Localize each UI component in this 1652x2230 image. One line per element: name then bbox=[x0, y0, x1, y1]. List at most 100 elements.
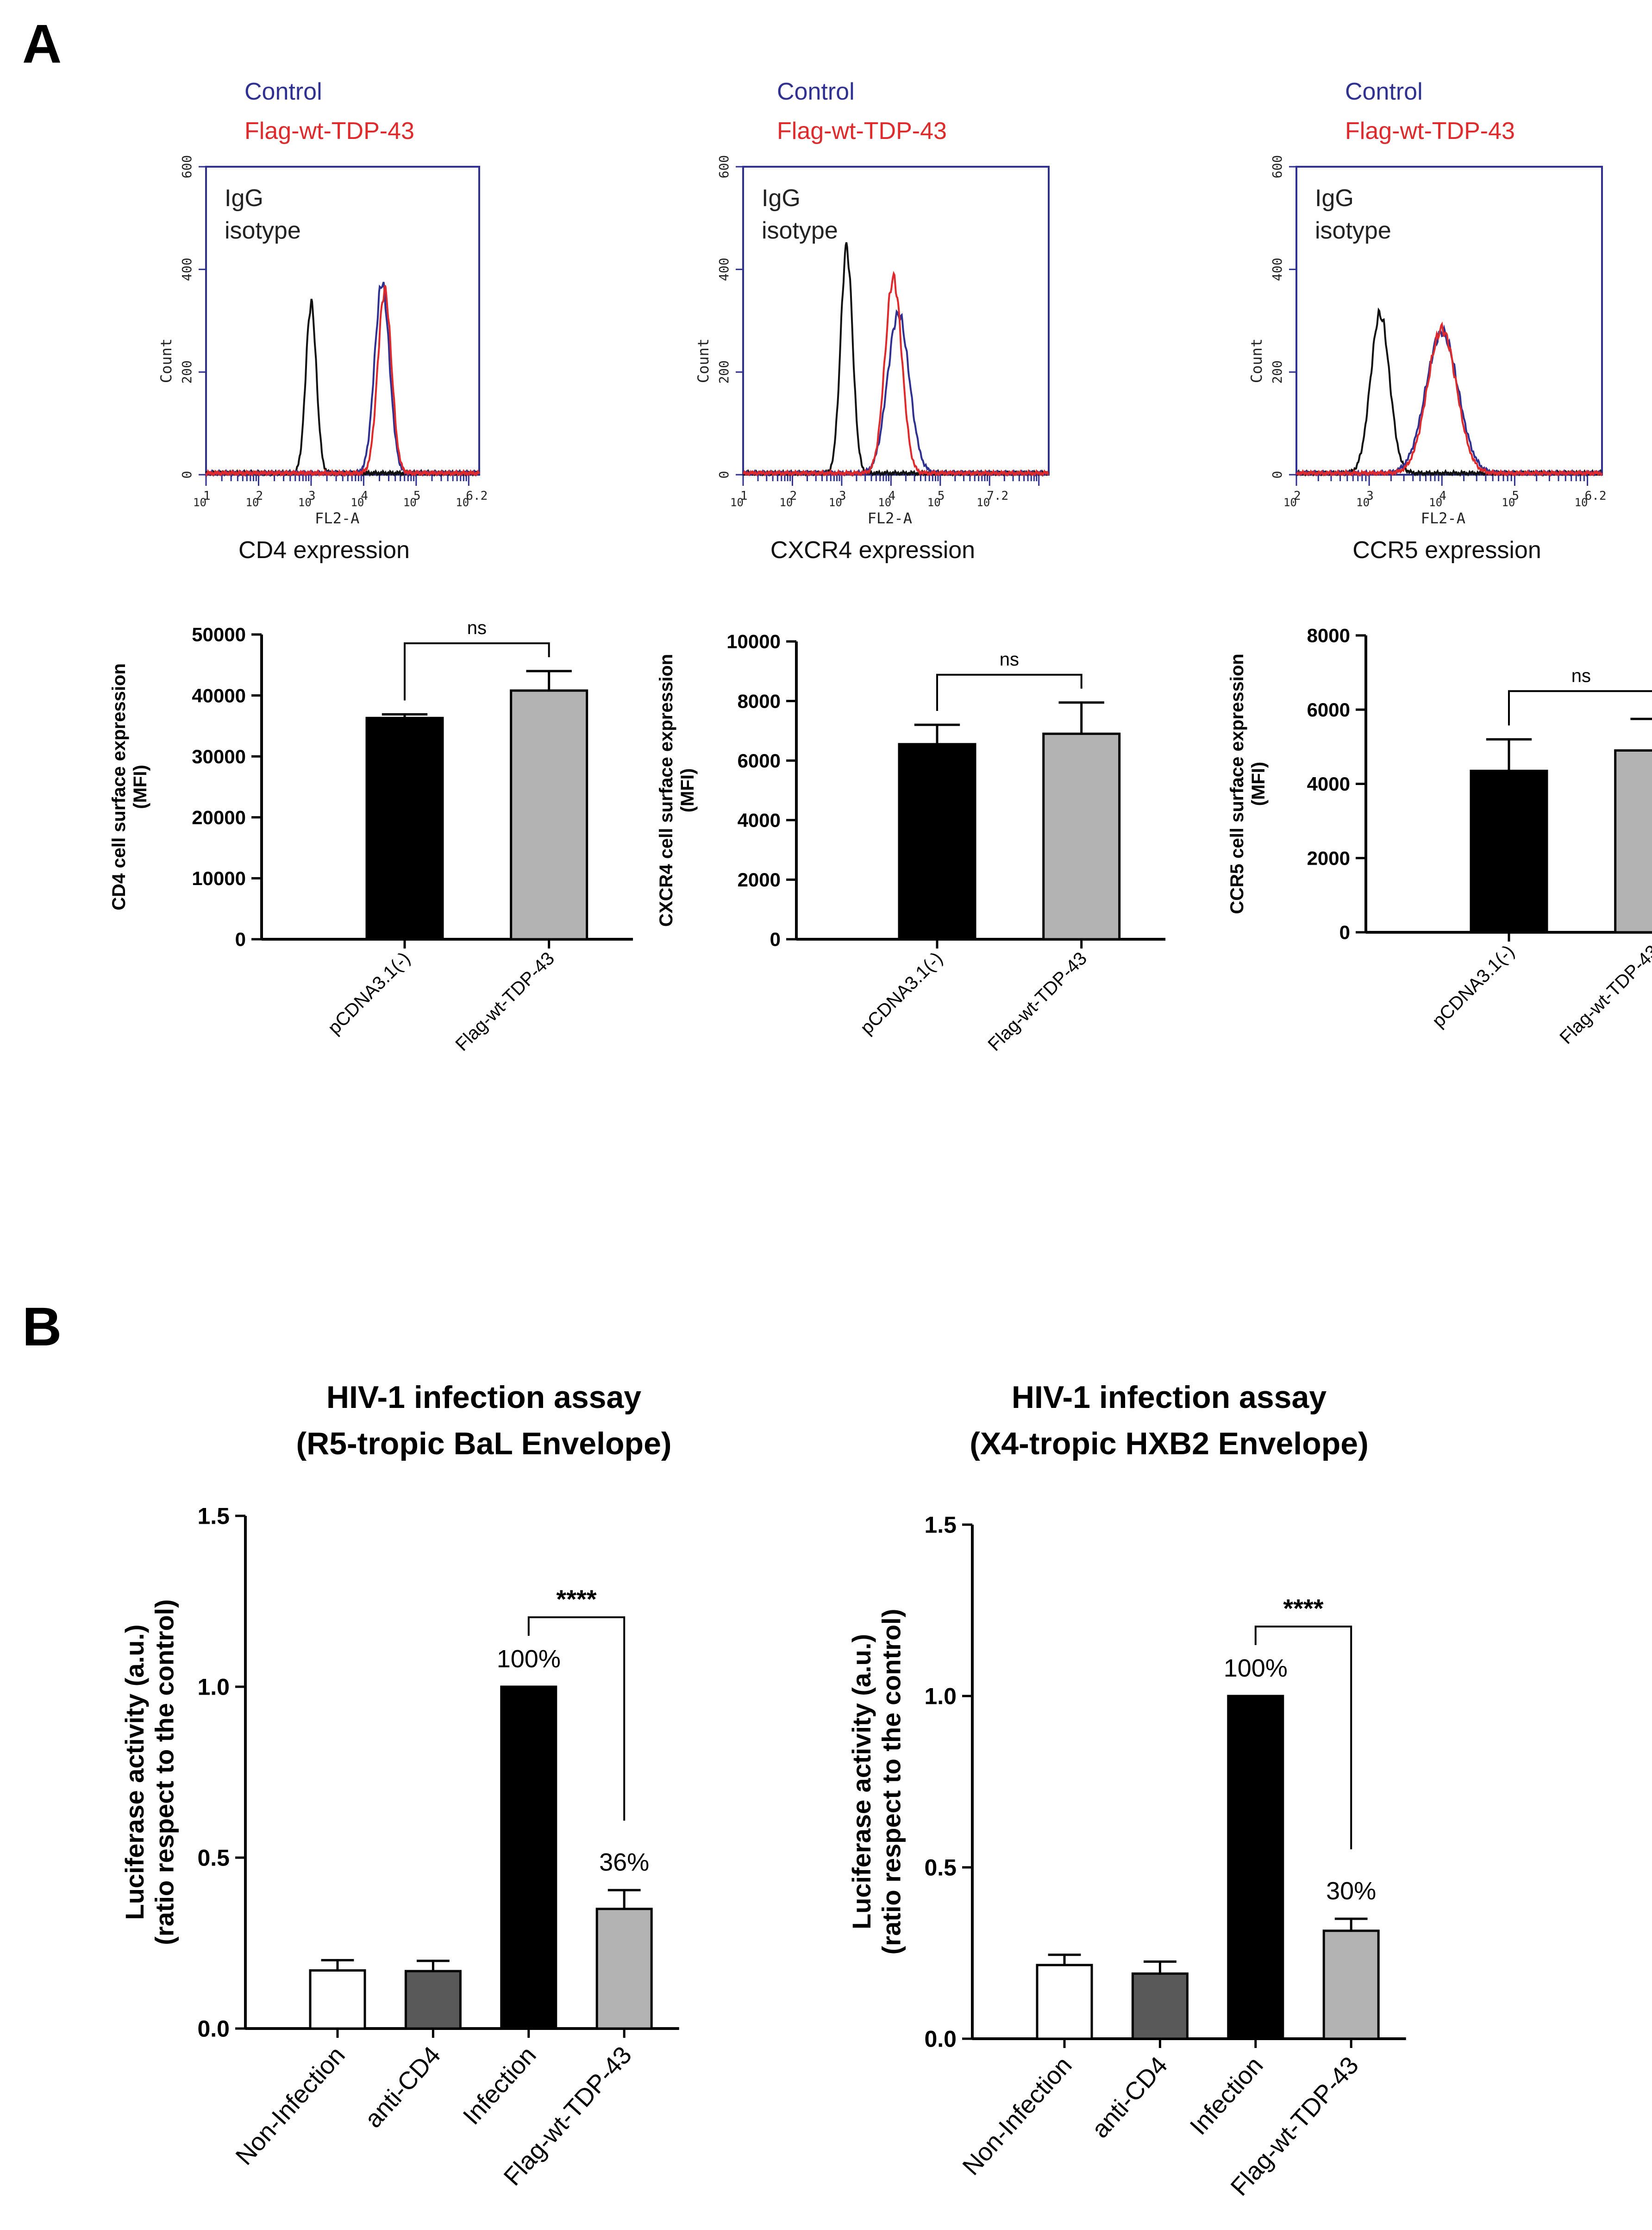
flow-histograms: ControlFlag-wt-TDP-43IgGisotype020040060… bbox=[157, 78, 1607, 564]
isotype-label-1: IgG bbox=[762, 185, 801, 212]
x-tick-exponent: 6.2 bbox=[1585, 489, 1607, 503]
y-tick-label: 0 bbox=[716, 471, 732, 479]
x-tick-exponent: 5 bbox=[413, 489, 421, 503]
bar bbox=[1614, 749, 1652, 934]
significance-bracket bbox=[1254, 1626, 1352, 1849]
y-tick-label: 0 bbox=[1339, 922, 1350, 943]
bar-chart-2: 0 2000 4000 6000 8000 10000 CXCR4 cell surface… bbox=[656, 631, 1166, 1055]
x-tick-exponent: 2 bbox=[789, 489, 797, 503]
y-tick-label: 10000 bbox=[192, 867, 246, 889]
y-axis-label-2: (MFI) bbox=[130, 765, 150, 809]
y-tick-label: 1.0 bbox=[924, 1683, 957, 1709]
x-axis-label: FL2-A bbox=[868, 509, 912, 527]
y-tick-label: 0.0 bbox=[924, 2026, 957, 2052]
y-tick-label: 0 bbox=[1270, 471, 1285, 479]
panel-label-b: B bbox=[22, 1296, 62, 1357]
y-tick-label: 200 bbox=[179, 360, 194, 384]
y-tick-label: 20000 bbox=[192, 807, 246, 829]
x-tick-base: 10 bbox=[976, 496, 990, 509]
x-tick-exponent: 3 bbox=[1366, 489, 1374, 503]
x-axis-label: FL2-A bbox=[315, 509, 359, 527]
value-label: 100% bbox=[497, 1645, 561, 1673]
y-tick-label: 1.5 bbox=[924, 1512, 957, 1538]
y-axis-label: Count bbox=[1248, 339, 1265, 383]
y-tick-label: 8000 bbox=[1307, 625, 1350, 647]
x-tick-base: 10 bbox=[1429, 496, 1442, 509]
x-tick-base: 10 bbox=[829, 496, 842, 509]
y-tick-label: 400 bbox=[1270, 258, 1285, 281]
bar bbox=[404, 1970, 462, 2030]
bar bbox=[1131, 1972, 1189, 2040]
legend-control: Control bbox=[244, 78, 322, 105]
x-tick-base: 10 bbox=[456, 496, 469, 509]
chart-title-1: HIV-1 infection assay bbox=[1012, 1380, 1327, 1415]
x-tick-exponent: 4 bbox=[1439, 489, 1446, 503]
histogram-caption: CXCR4 expression bbox=[770, 537, 975, 564]
y-tick-label: 0.0 bbox=[197, 2016, 230, 2042]
y-axis-label-2: (ratio respect to the control) bbox=[150, 1599, 179, 1945]
x-tick-exponent: 1 bbox=[203, 489, 211, 503]
y-tick-label: 1.0 bbox=[197, 1674, 230, 1700]
bar bbox=[500, 1685, 557, 2030]
flow-panel-2: Control Flag-wt-TDP-43 IgG isotype 0 200 400 60… bbox=[695, 78, 1050, 564]
y-tick-label: 0.5 bbox=[197, 1845, 230, 1871]
y-tick-label: 0 bbox=[179, 471, 194, 479]
significance-bracket bbox=[1508, 690, 1652, 726]
x-tick-exponent: 5 bbox=[938, 489, 945, 503]
isotype-label-2: isotype bbox=[225, 217, 301, 244]
value-label: 100% bbox=[1224, 1654, 1288, 1682]
legend-flag: Flag-wt-TDP-43 bbox=[244, 118, 414, 144]
y-axis-label-2: (MFI) bbox=[677, 768, 698, 813]
x-tick-exponent: 2 bbox=[1294, 489, 1301, 503]
x-tick-exponent: 7.2 bbox=[987, 489, 1008, 503]
y-tick-label: 4000 bbox=[1307, 773, 1350, 795]
legend-control: Control bbox=[777, 78, 855, 105]
y-tick-label: 10000 bbox=[726, 631, 781, 653]
y-axis-label-1: CXCR4 cell surface expression bbox=[656, 654, 676, 927]
y-axis-label: Count bbox=[157, 339, 175, 383]
value-label: 30% bbox=[1326, 1877, 1376, 1905]
x-tick-base: 10 bbox=[298, 496, 312, 509]
histogram-caption: CD4 expression bbox=[238, 537, 410, 564]
x-tick-base: 10 bbox=[878, 496, 891, 509]
x-tick-exponent: 3 bbox=[308, 489, 316, 503]
x-tick-base: 10 bbox=[1356, 496, 1370, 509]
bar bbox=[365, 716, 444, 941]
x-tick-base: 10 bbox=[779, 496, 793, 509]
y-axis-label-1: Luciferase activity (a.u.) bbox=[847, 1634, 876, 1929]
significance-label: ns bbox=[1000, 649, 1019, 670]
x-tick-base: 10 bbox=[245, 496, 259, 509]
x-tick-base: 10 bbox=[193, 496, 206, 509]
flag-histogram bbox=[743, 270, 1049, 477]
y-tick-label: 6000 bbox=[1307, 699, 1350, 721]
flow-panel-3: Control Flag-wt-TDP-43 IgG isotype 0 200 400 60… bbox=[1248, 78, 1607, 564]
flag-histogram bbox=[1295, 321, 1603, 477]
bar bbox=[1227, 1695, 1284, 2040]
significance-bracket bbox=[404, 642, 550, 701]
bar bbox=[1322, 1929, 1380, 2040]
x-tick-exponent: 5 bbox=[1512, 489, 1519, 503]
x-tick-exponent: 1 bbox=[740, 489, 748, 503]
x-tick-base: 10 bbox=[927, 496, 941, 509]
y-tick-label: 600 bbox=[1270, 155, 1285, 179]
isotype-label-1: IgG bbox=[225, 185, 263, 212]
y-tick-label: 200 bbox=[1270, 360, 1285, 384]
y-tick-label: 30000 bbox=[192, 746, 246, 767]
x-tick-exponent: 4 bbox=[888, 489, 895, 503]
isotype-label-1: IgG bbox=[1315, 185, 1354, 212]
histogram-caption: CCR5 expression bbox=[1352, 537, 1541, 564]
significance-bracket bbox=[527, 1616, 626, 1821]
significance-label: **** bbox=[1283, 1594, 1323, 1623]
x-tick-exponent: 4 bbox=[361, 489, 368, 503]
y-axis-label-1: Luciferase activity (a.u.) bbox=[120, 1624, 149, 1920]
significance-label: ns bbox=[467, 618, 487, 638]
y-axis-label: Count bbox=[695, 339, 712, 383]
x-tick-exponent: 6.2 bbox=[466, 489, 488, 503]
y-axis-label-2: (MFI) bbox=[1248, 762, 1269, 806]
isotype-label-2: isotype bbox=[762, 217, 838, 244]
y-tick-label: 4000 bbox=[738, 810, 781, 831]
significance-bracket bbox=[936, 673, 1083, 711]
y-tick-label: 2000 bbox=[1307, 847, 1350, 869]
x-tick-base: 10 bbox=[1502, 496, 1515, 509]
